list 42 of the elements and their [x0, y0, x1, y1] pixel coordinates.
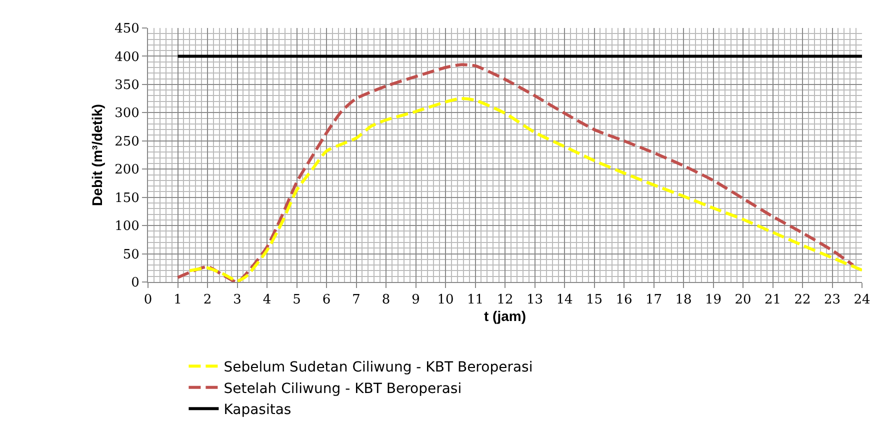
- y-axis-title: Debit (m³/detik): [89, 104, 106, 206]
- x-tick-label: 15: [586, 292, 603, 308]
- x-tick-label: 3: [233, 292, 242, 308]
- legend-label: Kapasitas: [224, 402, 292, 418]
- x-tick-label: 21: [764, 292, 782, 308]
- y-tick-label: 200: [114, 162, 140, 178]
- x-tick-label: 2: [203, 292, 212, 308]
- x-tick-label: 23: [824, 292, 841, 308]
- x-tick-label: 6: [322, 292, 331, 308]
- y-tick-label: 100: [114, 219, 140, 234]
- line-series: [176, 63, 855, 282]
- x-tick-label: 14: [556, 292, 573, 308]
- x-tick-label: 24: [854, 292, 870, 308]
- x-tick-label: 22: [794, 292, 811, 308]
- x-tick-label: 7: [352, 292, 360, 308]
- line-series: [188, 97, 862, 282]
- y-tick-label: 150: [114, 190, 140, 206]
- x-tick-label: 13: [526, 292, 544, 308]
- legend-label: Sebelum Sudetan Ciliwung - KBT Beroperasi: [224, 360, 533, 376]
- x-tick-label: 17: [645, 292, 662, 308]
- x-tick-label: 19: [704, 292, 722, 308]
- x-tick-label: 8: [382, 292, 390, 308]
- y-tick-label: 450: [114, 22, 140, 37]
- x-tick-label: 0: [144, 292, 152, 308]
- y-tick-label: 250: [114, 134, 140, 150]
- legend-label: Setelah Ciliwung - KBT Beroperasi: [224, 380, 462, 397]
- x-tick-label: 1: [174, 292, 182, 308]
- x-tick-label: 18: [675, 292, 692, 308]
- x-tick-label: 5: [292, 292, 301, 308]
- x-tick-label: 16: [616, 292, 632, 308]
- x-axis-title: t (jam): [484, 308, 526, 324]
- y-tick-label: 50: [122, 247, 140, 262]
- y-tick-label: 0: [131, 276, 140, 291]
- x-tick-label: 4: [262, 292, 272, 308]
- y-tick-label: 350: [114, 78, 140, 93]
- x-tick-label: 9: [412, 292, 420, 308]
- x-tick-label: 20: [734, 292, 752, 308]
- x-tick-label: 12: [496, 292, 514, 308]
- x-tick-label: 10: [437, 292, 454, 308]
- x-tick-label: 11: [466, 292, 484, 308]
- y-tick-label: 300: [114, 106, 140, 122]
- y-tick-label: 400: [114, 50, 140, 65]
